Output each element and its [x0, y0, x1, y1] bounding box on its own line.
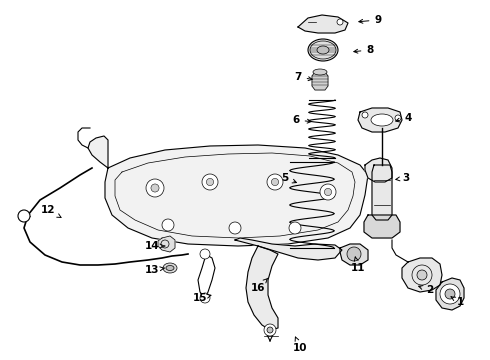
Polygon shape	[402, 258, 442, 292]
Circle shape	[445, 289, 455, 299]
Polygon shape	[358, 108, 402, 132]
Polygon shape	[298, 15, 348, 33]
Text: 13: 13	[145, 265, 165, 275]
Polygon shape	[88, 136, 108, 168]
Polygon shape	[365, 158, 392, 182]
Text: 7: 7	[294, 72, 312, 82]
Polygon shape	[105, 145, 368, 246]
Circle shape	[395, 115, 401, 121]
Ellipse shape	[163, 263, 177, 273]
Circle shape	[162, 219, 174, 231]
Polygon shape	[436, 278, 464, 310]
Text: 8: 8	[354, 45, 374, 55]
Circle shape	[271, 179, 279, 186]
Circle shape	[417, 270, 427, 280]
Polygon shape	[372, 165, 392, 220]
Circle shape	[151, 184, 159, 192]
Circle shape	[206, 179, 214, 186]
Text: 15: 15	[193, 293, 211, 303]
Ellipse shape	[371, 114, 393, 126]
Text: 9: 9	[359, 15, 382, 25]
Circle shape	[440, 284, 460, 304]
Text: 10: 10	[293, 337, 307, 353]
Circle shape	[267, 327, 273, 333]
Circle shape	[146, 179, 164, 197]
Circle shape	[202, 174, 218, 190]
Text: 5: 5	[281, 173, 296, 183]
Circle shape	[200, 249, 210, 259]
Text: 1: 1	[451, 297, 464, 307]
Circle shape	[264, 324, 276, 336]
Circle shape	[18, 210, 30, 222]
Polygon shape	[312, 72, 328, 90]
Text: 4: 4	[396, 113, 412, 123]
Text: 3: 3	[396, 173, 410, 183]
Polygon shape	[340, 244, 368, 265]
Ellipse shape	[317, 46, 329, 54]
Text: 16: 16	[251, 278, 268, 293]
Ellipse shape	[308, 39, 338, 61]
Circle shape	[347, 247, 361, 261]
Circle shape	[320, 184, 336, 200]
Polygon shape	[158, 236, 175, 252]
Circle shape	[362, 112, 368, 118]
Circle shape	[324, 188, 332, 195]
Circle shape	[337, 19, 343, 25]
Circle shape	[229, 222, 241, 234]
Circle shape	[200, 293, 210, 303]
Ellipse shape	[313, 69, 327, 75]
Polygon shape	[246, 246, 278, 330]
Text: 6: 6	[293, 115, 311, 125]
Text: 11: 11	[351, 257, 365, 273]
Polygon shape	[235, 238, 342, 260]
Text: 14: 14	[145, 241, 165, 251]
Ellipse shape	[166, 266, 174, 270]
Circle shape	[267, 174, 283, 190]
Circle shape	[289, 222, 301, 234]
Text: 12: 12	[41, 205, 61, 217]
Polygon shape	[364, 215, 400, 238]
Text: 2: 2	[418, 285, 434, 295]
